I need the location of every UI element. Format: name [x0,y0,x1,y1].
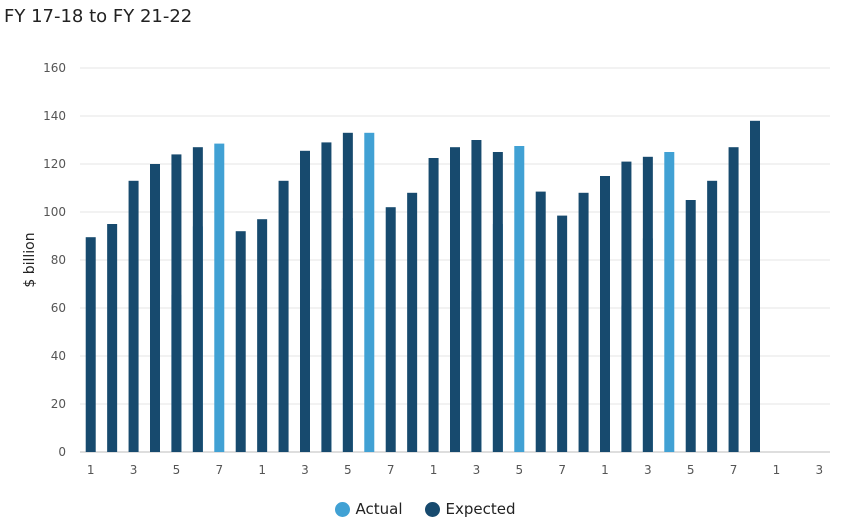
bars [85,120,760,453]
bar-expected[interactable] [621,161,632,452]
bar-expected[interactable] [407,192,418,453]
x-tick-label: 7 [730,463,738,477]
bar-expected[interactable] [535,191,546,452]
bar-expected[interactable] [642,156,653,453]
legend-item-actual[interactable]: Actual [334,500,403,518]
y-axis-label: $ billion [22,232,38,287]
x-tick-label: 1 [258,463,266,477]
y-tick-label: 140 [43,109,66,123]
bar-expected[interactable] [257,219,268,452]
bar-expected[interactable] [171,154,182,452]
bar-expected[interactable] [685,200,696,452]
bar-expected[interactable] [192,147,203,452]
x-tick-label: 3 [815,463,823,477]
bar-actual[interactable] [514,146,525,452]
x-tick-label: 7 [387,463,395,477]
bar-expected[interactable] [385,207,396,452]
bar-actual[interactable] [214,143,225,452]
bar-expected[interactable] [600,176,610,452]
x-tick-label: 1 [773,463,781,477]
x-tick-label: 3 [301,463,309,477]
legend-label-actual: Actual [355,500,403,518]
bar-expected[interactable] [728,147,739,452]
legend-item-expected[interactable]: Expected [424,500,516,518]
x-tick-label: 5 [687,463,695,477]
x-tick-label: 7 [215,463,223,477]
bar-expected[interactable] [150,164,160,452]
bar-expected[interactable] [128,180,139,453]
legend-swatch-expected [424,501,440,517]
y-tick-label: 80 [51,253,66,267]
bar-expected[interactable] [450,147,460,452]
x-tick-label: 3 [644,463,652,477]
y-tick-label: 0 [58,445,66,459]
legend-swatch-actual [334,501,350,517]
bar-expected[interactable] [557,215,568,452]
bar-expected[interactable] [750,120,760,453]
x-tick-label: 5 [344,463,352,477]
x-tick-label: 3 [130,463,138,477]
x-tick-label: 5 [173,463,181,477]
y-tick-label: 60 [51,301,66,315]
bar-actual[interactable] [364,132,375,453]
bar-expected[interactable] [707,180,718,453]
bar-expected[interactable] [85,237,96,452]
bar-expected[interactable] [235,231,246,452]
bar-expected[interactable] [578,192,589,453]
x-tick-labels: 1 3 5 7 1 3 5 7 1 3 5 7 1 3 5 7 1 3 [87,463,823,477]
x-tick-label: 1 [87,463,95,477]
bar-expected[interactable] [428,158,439,452]
bar-expected[interactable] [107,224,118,452]
y-tick-label: 120 [43,157,66,171]
bar-expected[interactable] [342,132,353,453]
x-tick-label: 7 [558,463,566,477]
bar-expected[interactable] [471,140,482,452]
chart-title: FY 17-18 to FY 21-22 [4,6,193,27]
legend: Actual Expected [0,500,850,518]
y-tick-label: 40 [51,349,66,363]
chart: 0 20 40 60 80 100 120 140 160 $ billion 1 3 5 7 1 3 5 7… [22,61,830,477]
x-tick-label: 3 [473,463,481,477]
bar-actual[interactable] [664,152,675,452]
bar-expected[interactable] [300,150,310,453]
bar-expected[interactable] [492,152,503,452]
x-tick-label: 5 [515,463,523,477]
bar-expected[interactable] [321,142,332,452]
x-tick-label: 1 [601,463,609,477]
y-tick-label: 20 [51,397,66,411]
bar-expected[interactable] [278,180,289,453]
y-tick-label: 100 [43,205,66,219]
y-tick-label: 160 [43,61,66,75]
x-tick-label: 1 [430,463,438,477]
legend-label-expected: Expected [445,500,516,518]
y-tick-labels: 0 20 40 60 80 100 120 140 160 [43,61,66,459]
